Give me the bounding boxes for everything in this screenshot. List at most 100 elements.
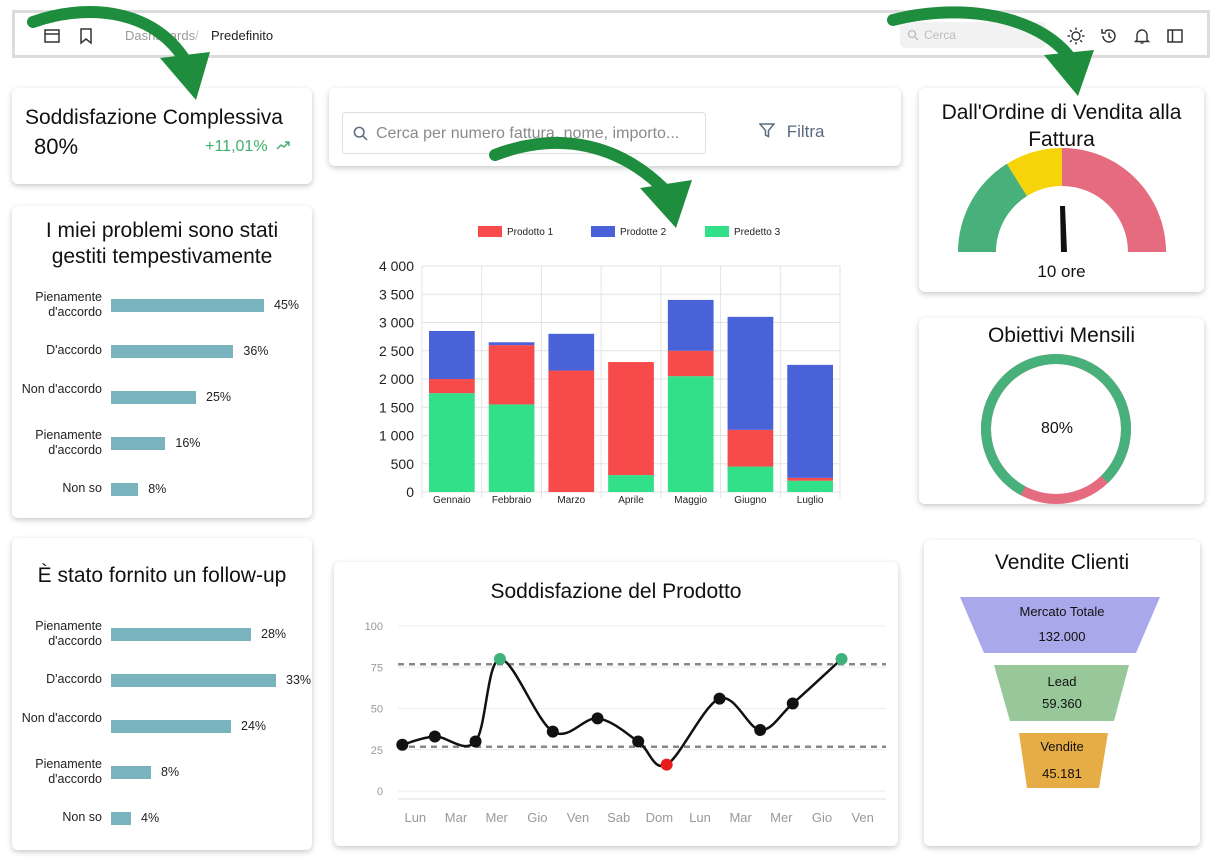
- survey-row-bar: [111, 674, 276, 687]
- invoice-search-placeholder: Cerca per numero fattura, nome, importo.…: [376, 125, 680, 142]
- data-point: [632, 735, 645, 748]
- kpi-delta-value: +11,01%: [205, 138, 268, 155]
- survey-title: È stato fornito un follow-up: [37, 564, 287, 587]
- survey-row: Non d'accordo 24%: [12, 711, 312, 757]
- sun-icon[interactable]: [1067, 27, 1085, 45]
- y-tick-label: 75: [371, 662, 383, 674]
- bar-segment: [548, 370, 595, 492]
- funnel-stage-label: Mercato Totale: [1019, 604, 1105, 619]
- bar-segment: [787, 364, 833, 478]
- funnel-title: Vendite Clienti: [994, 551, 1130, 574]
- history-icon[interactable]: [1100, 27, 1118, 45]
- top-bar: Dashboards / Predefinito Cerca: [12, 10, 1210, 58]
- star-icon[interactable]: [77, 27, 95, 45]
- bar-segment: [488, 342, 535, 346]
- bar-segment: [727, 466, 774, 492]
- search-icon: [907, 29, 919, 41]
- data-point: [428, 730, 441, 743]
- x-tick-label: Marzo: [557, 495, 585, 506]
- y-tick-label: 3 500: [379, 286, 414, 302]
- top-search-input[interactable]: Cerca: [900, 22, 1046, 48]
- funnel-stage-shape: [994, 665, 1129, 721]
- bar-segment: [548, 333, 595, 371]
- survey-row-bar: [111, 391, 196, 404]
- survey-row: Pienamente d'accordo 28%: [12, 619, 312, 665]
- survey-title-line2: gestiti tempestivamente: [51, 245, 273, 268]
- customer-sales-card: Vendite Clienti Mercato Totale 132.000 L…: [924, 540, 1200, 846]
- data-point: [713, 692, 726, 705]
- survey-row-value: 45%: [274, 298, 300, 312]
- x-tick-label: Lun: [404, 810, 426, 825]
- y-tick-label: 100: [365, 621, 383, 633]
- legend-label: Prodotto 1: [507, 227, 554, 238]
- x-tick-label: Ven: [851, 810, 873, 825]
- top-search-placeholder: Cerca: [924, 28, 957, 42]
- x-tick-label: Ven: [567, 810, 589, 825]
- x-tick-label: Gennaio: [433, 495, 471, 506]
- bar-segment: [667, 376, 714, 492]
- gauge-title-line2: Fattura: [1028, 128, 1095, 151]
- monthly-objectives-card: Obiettivi Mensili 80%: [919, 318, 1204, 504]
- bar-segment: [608, 475, 654, 492]
- objectives-value: 80%: [1040, 420, 1074, 437]
- survey-card-followup: È stato fornito un follow-up Pienamente …: [12, 538, 312, 850]
- survey-row-bar: [111, 437, 166, 450]
- gauge-segment-red: [1062, 148, 1166, 252]
- survey-row-value: 25%: [206, 390, 232, 404]
- survey-row: Non so 4%: [12, 809, 312, 849]
- invoice-search-input[interactable]: Cerca per numero fattura, nome, importo.…: [342, 112, 706, 154]
- sales-funnel: [960, 597, 1160, 788]
- survey-row-bar: [111, 766, 151, 779]
- survey-row-value: 4%: [141, 811, 160, 825]
- survey-row-label: Pienamente d'accordo: [35, 757, 102, 786]
- survey-row-label: Pienamente d'accordo: [35, 428, 102, 457]
- x-tick-label: Aprile: [618, 495, 644, 506]
- order-to-invoice-card: Dall'Ordine di Vendita alla Fattura 10 o…: [919, 88, 1204, 292]
- y-tick-label: 3 000: [379, 315, 414, 331]
- gauge-segment-yellow: [1006, 148, 1062, 197]
- x-tick-label: Lun: [689, 810, 711, 825]
- gauge-value-label: 10 ore: [1037, 262, 1086, 281]
- data-point: [591, 712, 604, 725]
- sidebar-icon[interactable]: [1166, 27, 1184, 45]
- data-point: [835, 653, 848, 665]
- survey-row: Non so 8%: [12, 480, 312, 520]
- breadcrumb-parent[interactable]: Dashboards: [125, 28, 196, 43]
- survey-row-label: D'accordo: [46, 672, 102, 686]
- bar-segment: [667, 350, 714, 377]
- filter-button[interactable]: Filtra: [758, 122, 825, 142]
- survey-row-label: Non d'accordo: [21, 711, 102, 725]
- funnel-stage-label: Vendite: [1040, 739, 1084, 754]
- kpi-card: Soddisfazione Complessiva 80% +11,01%: [12, 88, 312, 184]
- survey-row: Pienamente d'accordo 8%: [12, 757, 312, 803]
- layout-icon[interactable]: [43, 27, 61, 45]
- y-tick-label: 50: [371, 704, 383, 716]
- objectives-title: Obiettivi Mensili: [987, 324, 1136, 347]
- x-tick-label: Maggio: [674, 495, 707, 506]
- bar-segment: [727, 429, 774, 467]
- survey-row-bar: [111, 483, 139, 496]
- bar-segment: [429, 393, 475, 492]
- survey-row-label: Non d'accordo: [21, 382, 102, 396]
- legend-label: Predetto 3: [734, 227, 781, 238]
- bell-icon[interactable]: [1133, 27, 1151, 45]
- filter-button-label: Filtra: [786, 122, 825, 141]
- data-point: [396, 738, 409, 751]
- survey-row-value: 28%: [261, 627, 287, 641]
- funnel-stage-shape: [960, 597, 1160, 653]
- donut-achieved: [980, 354, 1131, 504]
- legend-swatch: [591, 226, 615, 237]
- x-tick-label: Gio: [812, 810, 832, 825]
- y-tick-label: 500: [391, 456, 415, 472]
- bar-segment: [787, 480, 833, 492]
- x-tick-label: Sab: [607, 810, 630, 825]
- data-point: [546, 725, 559, 738]
- x-tick-label: Gio: [527, 810, 547, 825]
- search-icon: [353, 126, 368, 141]
- survey-row-label: Non so: [62, 810, 102, 824]
- survey-row-value: 24%: [241, 719, 267, 733]
- bar-segment: [787, 477, 833, 481]
- kpi-delta: +11,01%: [205, 138, 290, 156]
- gauge-segment-green: [958, 163, 1028, 252]
- gauge-chart: [958, 148, 1166, 252]
